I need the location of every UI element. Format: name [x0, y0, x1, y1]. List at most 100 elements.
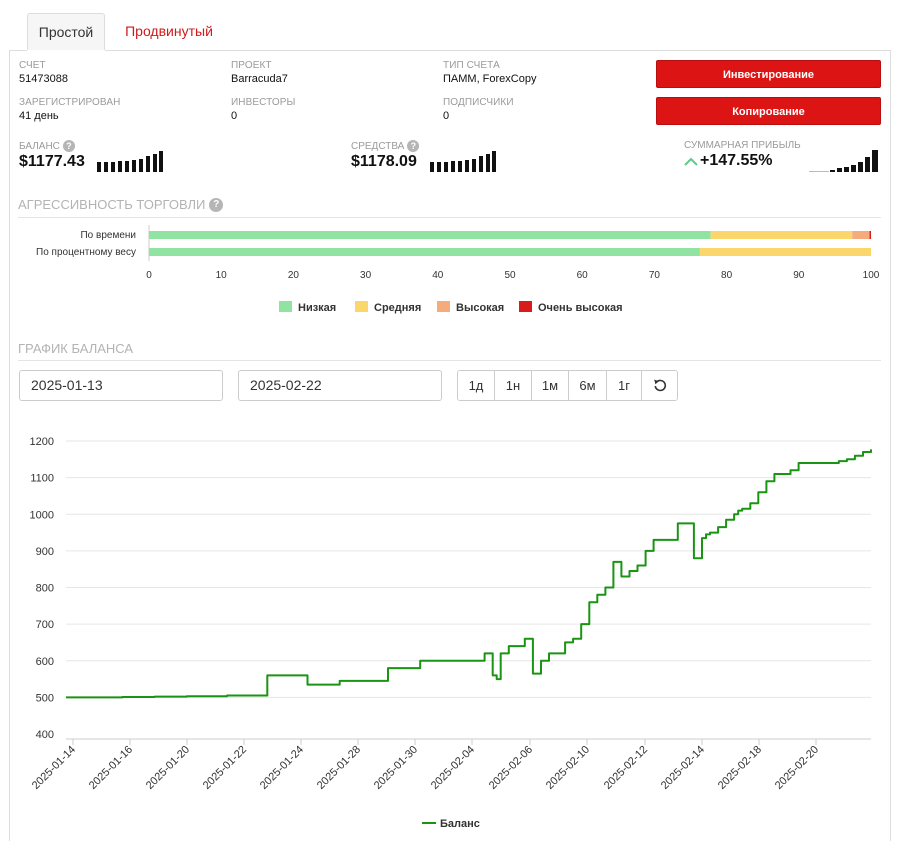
- aggr-bar-segment[interactable]: [699, 248, 871, 256]
- account-label: СЧЕТ: [19, 60, 46, 71]
- investors-info: ИНВЕСТОРЫ 0: [231, 97, 296, 122]
- help-icon[interactable]: ?: [407, 140, 420, 152]
- legend-label[interactable]: Низкая: [298, 302, 336, 314]
- aggr-bar-segment[interactable]: [869, 231, 871, 239]
- spark-bar: [492, 151, 496, 172]
- project-label: ПРОЕКТ: [231, 60, 272, 71]
- tab-bar: Простой Продвинутый: [0, 0, 899, 51]
- aggressiveness-chart: По времени По процентному весу 0 10 20 30 40 5…: [36, 225, 880, 314]
- spark-bar: [858, 162, 863, 172]
- aggr-tick-label: 60: [577, 270, 589, 281]
- section-divider: [18, 360, 881, 361]
- balance-label: БАЛАНС: [19, 140, 60, 152]
- range-1y-button[interactable]: 1г: [607, 371, 642, 400]
- registered-info: ЗАРЕГИСТРИРОВАН 41 день: [19, 97, 120, 122]
- equity-sparkline: [430, 151, 496, 172]
- spark-bar: [844, 167, 849, 172]
- legend-swatch: [519, 301, 532, 312]
- balance-stat: БАЛАНС? $1177.43: [19, 140, 85, 171]
- spark-bar: [458, 161, 462, 172]
- legend-label[interactable]: Средняя: [374, 302, 421, 314]
- x-tick-label: 2025-01-16: [87, 744, 135, 792]
- aggr-tick-label: 40: [432, 270, 444, 281]
- range-1m-button[interactable]: 1м: [532, 371, 569, 400]
- tab-advanced[interactable]: Продвинутый: [125, 23, 213, 39]
- y-tick-label: 500: [36, 692, 54, 704]
- account-info: СЧЕТ 51473088: [19, 60, 68, 85]
- y-tick-label: 400: [36, 729, 54, 741]
- range-selector: 1д 1н 1м 6м 1г: [457, 370, 678, 401]
- y-tick-label: 1100: [30, 473, 54, 485]
- x-tick-label: 2025-02-20: [773, 744, 821, 792]
- profit-sparkline: [809, 150, 878, 172]
- x-tick-label: 2025-01-30: [372, 744, 420, 792]
- investors-label: ИНВЕСТОРЫ: [231, 97, 296, 108]
- date-from-input[interactable]: 2025-01-13: [19, 370, 223, 401]
- spark-bar: [430, 162, 434, 172]
- main-panel: [9, 50, 891, 841]
- y-tick-label: 700: [36, 619, 54, 631]
- tab-divider: [9, 50, 27, 51]
- spark-bar: [837, 168, 842, 172]
- aggr-bar-segment[interactable]: [710, 231, 853, 239]
- spark-bar: [125, 161, 129, 172]
- spark-bar: [146, 156, 150, 172]
- legend-label[interactable]: Баланс: [440, 818, 480, 830]
- aggr-bar-segment[interactable]: [149, 248, 700, 256]
- aggr-tick-label: 30: [360, 270, 372, 281]
- legend-swatch: [437, 301, 450, 312]
- aggr-tick-label: 0: [146, 270, 152, 281]
- reset-zoom-button[interactable]: [642, 371, 677, 400]
- x-tick-label: 2025-01-14: [30, 744, 78, 792]
- balance-series-line[interactable]: [66, 449, 872, 699]
- aggr-bar-segment[interactable]: [149, 231, 711, 239]
- tab-simple[interactable]: Простой: [27, 13, 105, 51]
- spark-bar: [872, 150, 878, 172]
- legend-swatch: [355, 301, 368, 312]
- invest-button[interactable]: Инвестирование: [656, 60, 881, 88]
- range-1w-button[interactable]: 1н: [495, 371, 532, 400]
- aggr-tick-label: 90: [793, 270, 805, 281]
- aggr-tick-label: 70: [649, 270, 661, 281]
- y-tick-label: 1200: [30, 436, 54, 448]
- aggr-bar-segment[interactable]: [852, 231, 870, 239]
- aggressiveness-title-text: АГРЕССИВНОСТЬ ТОРГОВЛИ: [18, 197, 206, 212]
- copy-button[interactable]: Копирование: [656, 97, 881, 125]
- spark-bar: [97, 162, 101, 172]
- x-tick-label: 2025-02-12: [602, 744, 650, 792]
- x-tick-label: 2025-01-24: [258, 744, 306, 792]
- registered-value: 41 день: [19, 110, 59, 122]
- date-to-input[interactable]: 2025-02-22: [238, 370, 442, 401]
- subscribers-label: ПОДПИСЧИКИ: [443, 97, 514, 108]
- aggr-tick-label: 80: [721, 270, 733, 281]
- section-divider: [18, 217, 881, 218]
- aggr-tick-label: 100: [863, 270, 880, 281]
- legend-label[interactable]: Очень высокая: [538, 302, 623, 314]
- profit-value: +147.55%: [700, 152, 773, 169]
- spark-bar: [486, 154, 490, 172]
- equity-label: СРЕДСТВА: [351, 140, 405, 152]
- spark-bar: [139, 159, 143, 172]
- aggr-tick-label: 50: [504, 270, 516, 281]
- profit-stat: СУММАРНАЯ ПРИБЫЛЬ +147.55%: [684, 140, 801, 170]
- x-tick-label: 2025-01-22: [201, 744, 249, 792]
- reset-icon: [653, 379, 666, 392]
- balance-chart: 400 500 600 700 800 900 1000 1100 1200 2025-01-1…: [30, 436, 872, 830]
- legend-label[interactable]: Высокая: [456, 302, 504, 314]
- range-1d-button[interactable]: 1д: [458, 371, 495, 400]
- spark-bar: [451, 161, 455, 172]
- help-icon[interactable]: ?: [209, 197, 224, 212]
- help-icon[interactable]: ?: [62, 140, 75, 152]
- spark-bar: [153, 154, 157, 172]
- range-6m-button[interactable]: 6м: [569, 371, 607, 400]
- spark-bar: [104, 162, 108, 172]
- equity-value: $1178.09: [351, 153, 417, 170]
- project-value: Barracuda7: [231, 73, 288, 85]
- legend-swatch: [279, 301, 292, 312]
- profit-label: СУММАРНАЯ ПРИБЫЛЬ: [684, 140, 801, 151]
- x-tick-label: 2025-02-10: [544, 744, 592, 792]
- aggr-tick-label: 10: [216, 270, 228, 281]
- equity-stat: СРЕДСТВА? $1178.09: [351, 140, 420, 171]
- investors-value: 0: [231, 110, 238, 122]
- spark-bar: [437, 162, 441, 172]
